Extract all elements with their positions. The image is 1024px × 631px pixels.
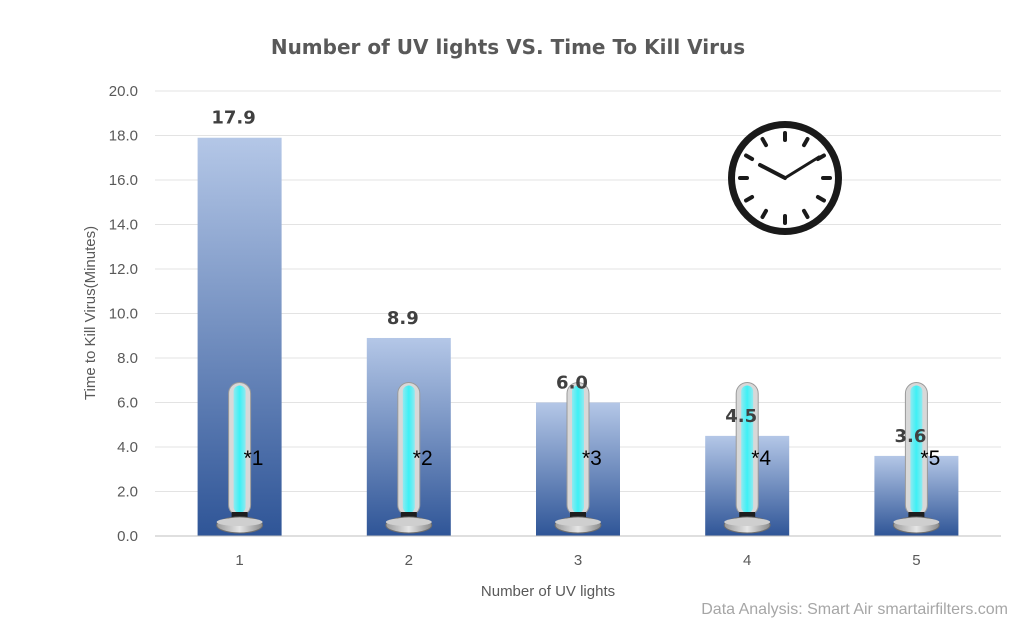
y-tick-label: 12.0 [109, 261, 138, 278]
bar-marker: *5 [920, 447, 940, 470]
data-labels: 17.9 8.9 6.0 4.5 3.6 [211, 108, 926, 447]
y-tick-label: 0.0 [117, 528, 138, 545]
bar-marker: *1 [244, 447, 264, 470]
gridlines [155, 90, 1001, 492]
data-label: 3.6 [894, 426, 926, 447]
x-tick-label: 3 [574, 552, 582, 569]
bar-markers: *1 *2 *3 *4 *5 [244, 447, 941, 470]
x-axis-label: Number of UV lights [481, 583, 615, 600]
chart-title: Number of UV lights VS. Time To Kill Vir… [271, 35, 745, 59]
uv-lamp-image [723, 381, 771, 534]
data-label: 6.0 [556, 373, 588, 394]
clock-icon [728, 121, 842, 235]
bar-marker: *3 [582, 447, 602, 470]
bar-marker: *2 [413, 447, 433, 470]
clock-tick [760, 208, 768, 219]
x-axis-ticks: 1 2 3 4 5 [235, 552, 920, 569]
uv-lamp-images [216, 381, 940, 534]
data-label: 8.9 [387, 308, 419, 329]
data-credit: Data Analysis: Smart Air smartairfilters… [701, 601, 1008, 618]
uv-lamp-image [892, 381, 940, 534]
data-label: 4.5 [725, 406, 757, 427]
uv-lamp-image [216, 381, 264, 534]
y-tick-label: 2.0 [117, 484, 138, 501]
y-tick-label: 20.0 [109, 83, 138, 100]
x-tick-label: 4 [743, 552, 751, 569]
y-tick-label: 8.0 [117, 350, 138, 367]
data-label: 17.9 [211, 108, 255, 129]
y-tick-label: 10.0 [109, 306, 138, 323]
x-tick-label: 2 [405, 552, 413, 569]
y-tick-label: 6.0 [117, 395, 138, 412]
y-axis-label: Time to Kill Virus(Minutes) [82, 226, 99, 400]
y-tick-label: 4.0 [117, 439, 138, 456]
y-tick-label: 18.0 [109, 128, 138, 145]
clock-tick [760, 137, 768, 148]
clock-tick [802, 137, 810, 148]
y-axis-ticks: 0.0 2.0 4.0 6.0 8.0 10.0 12.0 14.0 16.0 18.0 20.0 [109, 83, 138, 545]
clock-tick [802, 208, 810, 219]
uv-lamp-image [385, 381, 433, 534]
y-tick-label: 16.0 [109, 172, 138, 189]
clock-tick [815, 195, 826, 203]
clock-tick [744, 195, 755, 203]
x-tick-label: 5 [912, 552, 920, 569]
x-tick-label: 1 [235, 552, 243, 569]
uv-lamp-image [554, 381, 602, 534]
y-tick-label: 14.0 [109, 217, 138, 234]
clock-tick [744, 153, 755, 161]
bar-marker: *4 [751, 447, 771, 470]
